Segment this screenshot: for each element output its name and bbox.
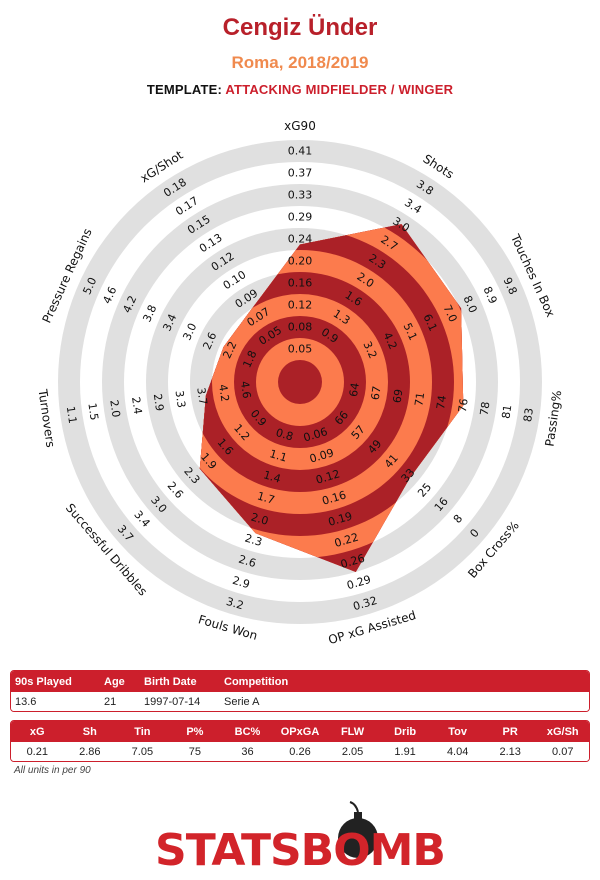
tick-label: 2.4 xyxy=(129,396,144,415)
tick-label: 2.0 xyxy=(107,399,122,418)
stat-header: xG xyxy=(29,725,45,738)
stats-row: 0.21 2.86 7.05 75 36 0.26 2.05 1.91 4.04… xyxy=(11,742,589,761)
stat-value: 7.05 xyxy=(131,745,154,758)
tick-label: 67 xyxy=(369,385,384,401)
template-label: TEMPLATE: xyxy=(146,82,223,97)
stat-value: 2.13 xyxy=(499,745,521,758)
value-age: 21 xyxy=(104,695,117,708)
tick-label: 0.05 xyxy=(288,343,313,356)
tick-label: 0.41 xyxy=(288,145,313,158)
units-note: All units in per 90 xyxy=(14,765,91,776)
player-info-table: 90s Played Age Birth Date Competition 13… xyxy=(10,670,590,712)
tick-label: 74 xyxy=(434,395,449,411)
tick-label: 2.0 xyxy=(249,510,269,527)
tick-label: 64 xyxy=(347,382,362,398)
tick-label: 69 xyxy=(391,388,406,404)
stats-header: xG Sh Tin P% BC% OPxGA FLW Drib Tov PR x… xyxy=(11,721,589,742)
stat-value: 0.21 xyxy=(26,745,48,758)
tick-label: 0.24 xyxy=(288,233,313,246)
tick-label: 3.7 xyxy=(194,387,209,406)
stat-header: Drib xyxy=(394,725,417,738)
stat-value: 0.07 xyxy=(552,745,574,758)
tick-label: 83 xyxy=(521,407,536,423)
stat-header: Tin xyxy=(134,725,151,738)
stat-header: PR xyxy=(502,725,518,738)
tick-label: 1.7 xyxy=(256,489,276,506)
template-value: ATTACKING MIDFIELDER / WINGER xyxy=(225,82,454,97)
stat-header: xG/Sh xyxy=(546,725,579,738)
tick-label: 4.2 xyxy=(216,383,231,402)
tick-label: 78 xyxy=(478,401,493,417)
bomb-icon xyxy=(338,801,378,858)
header-competition: Competition xyxy=(224,675,289,688)
tick-label: 0.16 xyxy=(288,277,313,290)
header-birth-date: Birth Date xyxy=(144,675,197,688)
stat-header: Tov xyxy=(448,725,468,738)
tick-label: 81 xyxy=(499,404,514,420)
tick-label: 4.6 xyxy=(238,380,253,399)
template-line: TEMPLATE: ATTACKING MIDFIELDER / WINGER xyxy=(0,82,600,97)
header-age: Age xyxy=(104,675,125,688)
header-90s-played: 90s Played xyxy=(15,675,72,688)
tick-label: 1.5 xyxy=(85,402,100,421)
statsbomb-logo: STATSBOMB xyxy=(155,825,446,876)
stat-value: 36 xyxy=(241,745,254,758)
radar-chart: 0.05 0.08 0.12 0.16 0.20 0.24 0.29 0.33 0.37 0.41… xyxy=(35,119,564,647)
team-season: Roma, 2018/2019 xyxy=(231,53,369,72)
player-info-row: 13.6 21 1997-07-14 Serie A xyxy=(11,692,589,711)
tick-label: 0.29 xyxy=(288,211,313,224)
polygon-core xyxy=(278,360,322,404)
stat-header: Sh xyxy=(82,725,97,738)
tick-label: 0.20 xyxy=(288,255,313,268)
tick-label: 0.33 xyxy=(288,189,313,202)
stat-value: 0.26 xyxy=(289,745,311,758)
tick-label: 2.6 xyxy=(237,553,257,570)
tick-label: 1.1 xyxy=(64,405,79,424)
stat-value: 75 xyxy=(188,745,202,758)
metric-label: xG90 xyxy=(284,119,316,133)
tick-label: 71 xyxy=(412,391,427,407)
tick-label: 2.9 xyxy=(151,393,166,412)
value-competition: Serie A xyxy=(224,695,260,708)
stat-value: 4.04 xyxy=(446,745,469,758)
stat-header: P% xyxy=(186,725,204,738)
player-info-header: 90s Played Age Birth Date Competition xyxy=(11,671,589,692)
tick-label: 0.8 xyxy=(274,426,294,443)
stat-header: BC% xyxy=(234,725,261,738)
tick-label: 0.37 xyxy=(288,167,313,180)
tick-label: 3.3 xyxy=(173,390,188,409)
tick-label: 2.9 xyxy=(231,574,251,591)
metric-label: Turnovers xyxy=(35,387,57,448)
metric-label: Passing% xyxy=(542,389,564,447)
stat-header: FLW xyxy=(340,725,365,738)
tick-label: 2.3 xyxy=(243,532,263,549)
tick-label: 1.4 xyxy=(262,468,282,485)
value-90s-played: 13.6 xyxy=(15,695,37,708)
tick-label: 0.08 xyxy=(288,321,313,334)
tick-label: 0.12 xyxy=(288,299,313,312)
tick-label: 76 xyxy=(456,398,471,414)
stat-value: 2.86 xyxy=(79,745,101,758)
stat-value: 1.91 xyxy=(394,745,416,758)
stat-value: 2.05 xyxy=(341,745,364,758)
stats-table: xG Sh Tin P% BC% OPxGA FLW Drib Tov PR x… xyxy=(10,720,590,762)
tick-label: 1.1 xyxy=(268,447,288,464)
tick-label: 3.2 xyxy=(225,595,245,612)
player-name: Cengiz Ünder xyxy=(222,14,378,41)
value-birth-date: 1997-07-14 xyxy=(144,695,201,708)
stat-header: OPxGA xyxy=(280,725,320,738)
